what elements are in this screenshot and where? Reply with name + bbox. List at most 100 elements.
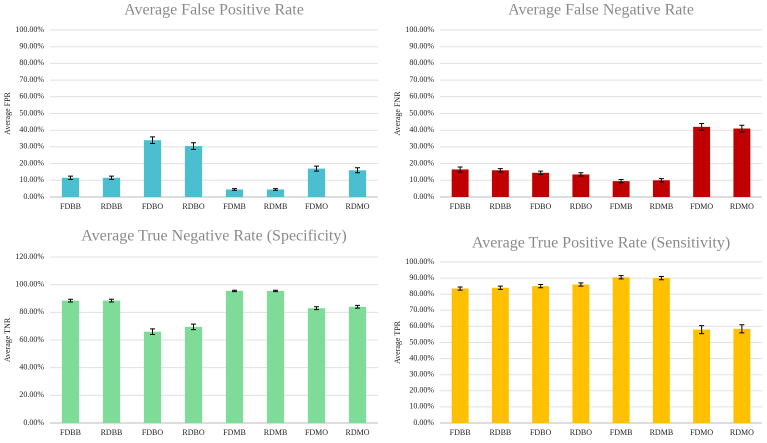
error-bar [538,284,544,289]
x-tick-label: FDMO [690,428,713,437]
y-tick-label: 70.00% [19,75,44,84]
error-bar [578,282,584,287]
x-tick-label: RDBO [570,202,592,211]
x-tick-label: RDBB [489,428,511,437]
x-tick-label: RDMO [730,428,754,437]
bar [652,278,670,423]
y-tick-label: 40.00% [19,125,44,134]
y-tick-label: 120.00% [15,252,44,261]
error-bar [497,168,503,173]
x-tick-label: FDBO [530,428,552,437]
error-bar [150,136,155,145]
y-tick-label: 40.00% [19,362,44,371]
y-tick-label: 100.00% [15,25,44,34]
bar [102,177,121,197]
x-tick-label: FDMO [305,202,328,211]
x-tick-label: FDMO [305,428,328,437]
y-tick-label: 20.00% [19,158,44,167]
bar [532,172,550,197]
y-tick-label: 50.00% [409,108,434,117]
x-tick-label: RDBO [182,202,204,211]
x-tick-label: FDBO [530,202,552,211]
bar [348,306,367,423]
x-tick-label: RDMB [264,202,288,211]
x-tick-label: RDMO [730,202,754,211]
error-bar [578,172,584,177]
bar [184,146,203,197]
y-tick-label: 0.00% [413,418,434,427]
bar [451,288,469,423]
x-tick-label: FDBO [142,428,164,437]
error-bar [355,304,360,309]
bar [61,300,80,423]
y-axis-label: Average FPR [3,91,12,134]
x-tick-label: FDMO [690,202,713,211]
x-tick-label: RDBO [570,428,592,437]
x-tick-label: RDMO [345,202,369,211]
error-bar [109,175,114,180]
error-bar [699,325,705,335]
y-tick-label: 60.00% [19,335,44,344]
y-tick-label: 30.00% [409,142,434,151]
x-tick-label: FDMB [610,202,633,211]
y-tick-label: 20.00% [19,390,44,399]
error-bar [68,175,73,180]
error-bar [191,142,196,150]
error-bar [497,285,503,290]
y-tick-label: 60.00% [409,92,434,101]
x-tick-label: RDBB [489,202,511,211]
x-tick-label: RDMB [650,428,674,437]
x-tick-label: RDMB [650,202,674,211]
bar [266,290,285,423]
error-bar [618,178,624,184]
error-bar [273,188,278,191]
x-tick-label: FDBO [142,202,164,211]
x-tick-label: FDBB [450,202,471,211]
y-tick-label: 70.00% [409,75,434,84]
y-tick-label: 60.00% [19,92,44,101]
chart-title: Average False Negative Rate [508,2,694,19]
error-bar [150,328,155,335]
y-tick-label: 0.00% [413,192,434,201]
y-tick-label: 50.00% [19,108,44,117]
error-bar [658,178,664,183]
chart-title: Average False Positive Rate [124,2,304,19]
y-tick-label: 90.00% [409,42,434,51]
bar [184,326,203,423]
bar [266,189,285,197]
y-tick-label: 70.00% [409,305,434,314]
y-tick-label: 0.00% [23,418,44,427]
bar [612,277,630,423]
bar [572,284,590,423]
bar [491,170,509,197]
x-tick-label: FDMB [223,428,246,437]
bar [693,126,711,197]
y-axis-label: Average TNR [3,317,12,362]
error-bar [314,165,319,172]
bar [532,286,550,423]
bar [612,181,630,197]
y-tick-label: 100.00% [405,25,434,34]
y-tick-label: 90.00% [409,273,434,282]
bar [307,168,326,197]
y-tick-label: 20.00% [409,158,434,167]
chart-title: Average True Positive Rate (Sensitivity) [472,235,730,252]
x-tick-label: RDMO [345,428,369,437]
x-tick-label: FDBB [60,428,81,437]
y-tick-label: 40.00% [409,353,434,362]
bar [307,308,326,423]
error-bar [658,275,664,281]
bar [102,300,121,423]
y-tick-label: 60.00% [409,321,434,330]
bar [61,177,80,197]
error-bar [538,170,544,175]
error-bar [457,286,463,291]
y-tick-label: 0.00% [23,192,44,201]
x-tick-label: FDBB [60,202,81,211]
error-bar [618,275,624,280]
bar [733,328,751,423]
y-tick-label: 10.00% [409,175,434,184]
error-bar [232,289,237,293]
error-bar [232,188,237,191]
